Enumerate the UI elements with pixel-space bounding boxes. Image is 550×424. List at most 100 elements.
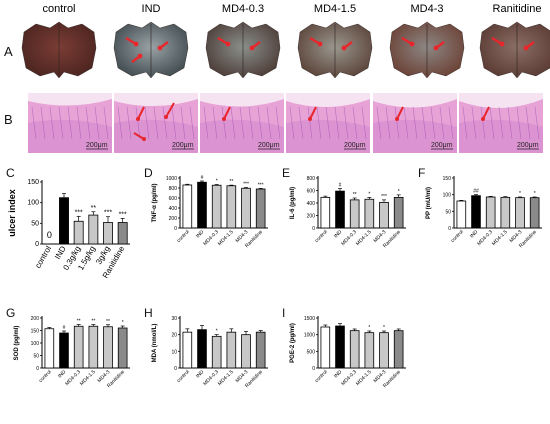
red-arrow-icon <box>223 106 231 120</box>
y-tick-label: 400 <box>169 206 178 212</box>
significance-label: * <box>534 191 536 197</box>
stomach-tissue <box>479 21 550 79</box>
significance-label: # <box>339 183 342 189</box>
histology-image-4: 200μm <box>373 93 457 153</box>
x-tick-label: IND <box>333 369 344 380</box>
bar <box>211 184 222 229</box>
x-tick-label: IND <box>469 229 480 240</box>
bar <box>320 326 331 369</box>
y-tick-label: 200 <box>307 214 316 220</box>
y-axis-label: PGE-2 (pg/ml) <box>290 323 296 363</box>
x-tick-label: control <box>176 369 191 384</box>
significance-label: ** <box>353 192 357 198</box>
histology-image-1: 200μm <box>114 93 198 153</box>
significance-label: ** <box>229 179 233 185</box>
significance-label: *** <box>243 182 249 188</box>
scale-bar-label: 200μm <box>172 142 194 149</box>
bar <box>529 197 540 229</box>
significance-label: # <box>63 325 66 331</box>
y-axis-label: TNF-α (pg/ml) <box>152 183 158 222</box>
y-axis-label: MDA (nmol/L) <box>152 324 158 363</box>
bar <box>182 184 193 229</box>
group-label-3: MD4-1.5 <box>313 3 357 15</box>
bar-chart-I: I 0 500 1000 1500 PGE-2 (pg/ml) control IND MD4-… <box>282 306 406 389</box>
significance-label: * <box>519 191 521 197</box>
histology-image-0: 200μm <box>28 93 112 153</box>
group-label-2: MD4-0.3 <box>221 3 265 15</box>
y-tick-label: 150 <box>443 176 452 182</box>
x-tick-label: MD4-1.5 <box>79 369 97 387</box>
y-tick-label: 100 <box>27 200 39 207</box>
y-tick-label: 600 <box>169 196 178 202</box>
bar <box>255 331 266 369</box>
bar <box>515 197 525 229</box>
y-tick-label: 500 <box>307 349 316 355</box>
bar <box>349 199 360 229</box>
red-arrow-icon <box>482 106 490 120</box>
bar <box>73 325 84 369</box>
y-tick-label: 1500 <box>304 316 315 322</box>
histology-image-2: 200μm <box>200 93 284 153</box>
bar <box>393 196 404 229</box>
significance-label: ** <box>77 319 81 325</box>
bar <box>255 188 266 229</box>
group-label-0: control <box>42 3 76 15</box>
bar <box>117 327 128 369</box>
bar <box>197 181 207 229</box>
red-arrow-icon <box>396 106 404 120</box>
y-axis-label: ulcer index <box>7 189 17 237</box>
x-tick-label: MD4-1.5 <box>217 369 235 387</box>
bar <box>335 325 345 369</box>
x-tick-label: MD4-1.5 <box>491 229 509 247</box>
significance-label: *** <box>75 209 83 216</box>
stomach-photo-1 <box>113 21 189 79</box>
y-tick-label: 20 <box>171 333 177 339</box>
bar <box>211 335 222 369</box>
significance-label: ** <box>91 319 95 325</box>
bar <box>485 196 496 229</box>
bar <box>379 201 389 229</box>
x-tick-label: MD4-1.5 <box>355 229 373 247</box>
y-tick-label: 1000 <box>304 333 315 339</box>
significance-label: *** <box>258 182 264 188</box>
y-tick-label: 1000 <box>166 176 177 182</box>
data-value-label: 0 <box>47 230 52 240</box>
y-tick-label: 100 <box>31 341 40 347</box>
bar <box>471 195 481 229</box>
significance-label: * <box>368 325 370 331</box>
x-tick-label: control <box>33 244 53 269</box>
significance-label: *** <box>119 211 127 218</box>
x-tick-label: IND <box>57 369 68 380</box>
significance-label: * <box>216 179 218 185</box>
y-tick-label: 100 <box>443 193 452 199</box>
bar <box>500 196 511 229</box>
y-axis-label: SOD (pg/ml) <box>14 326 20 361</box>
significance-label: ## <box>473 189 479 195</box>
panel-letter: H <box>144 306 153 320</box>
bar <box>393 330 404 369</box>
panel-letter: G <box>6 306 15 320</box>
bar <box>197 329 207 369</box>
significance-label: * <box>368 191 370 197</box>
bar <box>335 190 345 229</box>
scale-bar-label: 200μm <box>517 142 539 149</box>
scale-bar-label: 200μm <box>258 142 280 149</box>
bar <box>59 197 69 245</box>
y-tick-label: 600 <box>307 189 316 195</box>
bar <box>88 325 99 369</box>
significance-label: * <box>398 189 400 195</box>
stomach-photo-0 <box>21 21 97 79</box>
y-tick-label: 0 <box>448 226 451 232</box>
stomach-photo-2 <box>205 21 281 79</box>
bar <box>88 214 99 245</box>
significance-label: * <box>383 325 385 331</box>
x-tick-label: IND <box>333 229 344 240</box>
bar <box>379 332 389 369</box>
y-tick-label: 800 <box>169 186 178 192</box>
bar <box>59 332 69 369</box>
significance-label: ** <box>106 319 110 325</box>
y-tick-label: 10 <box>171 349 177 355</box>
y-tick-label: 0 <box>35 241 39 248</box>
